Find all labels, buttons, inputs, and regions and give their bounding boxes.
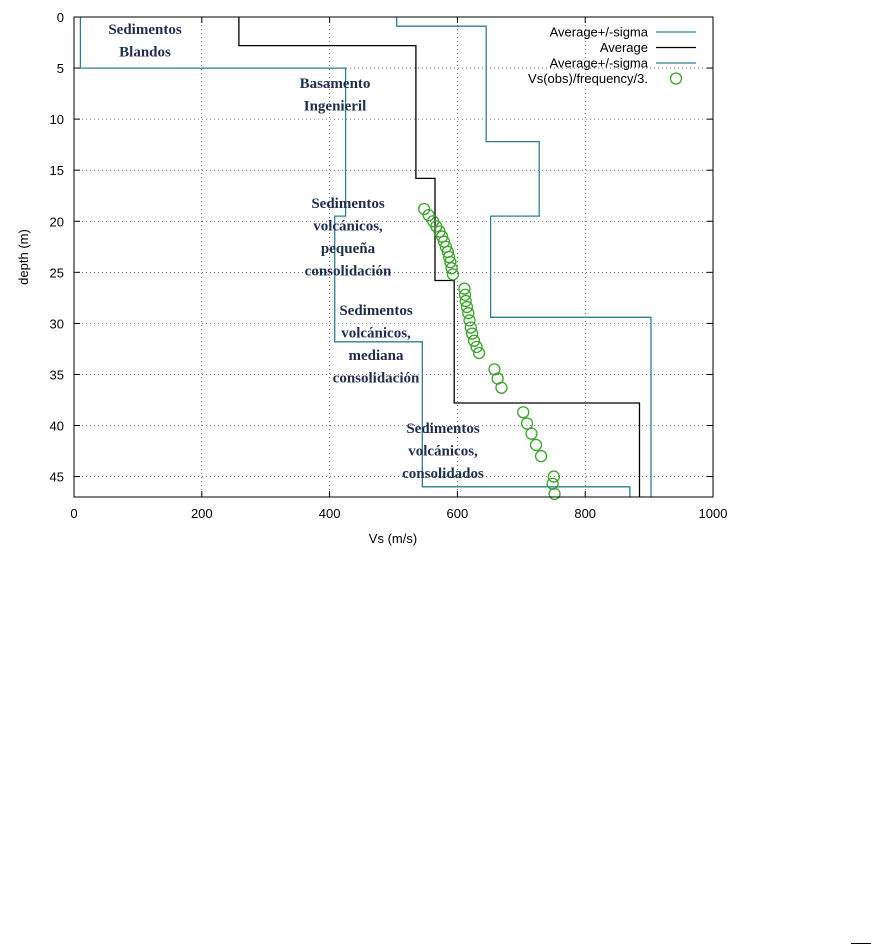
x-axis-title: Vs (m/s)	[369, 531, 417, 546]
annotation-line: Sedimentos	[108, 22, 182, 38]
y-tick-label: 35	[50, 367, 64, 382]
obs-point	[446, 268, 460, 281]
x-tick-label: 1000	[699, 506, 728, 521]
series-layer	[79, 17, 652, 501]
page-corner-mark	[851, 943, 871, 944]
obs-point	[495, 381, 508, 394]
annotation-line: mediana	[348, 348, 404, 364]
annotation-line: Sedimentos	[406, 421, 480, 437]
y-axis-title: depth (m)	[16, 229, 31, 285]
obs-point	[422, 208, 435, 222]
y-tick-label: 5	[57, 61, 64, 76]
y-tick-label: 0	[57, 10, 64, 25]
obs-point	[534, 449, 548, 463]
annotation-2: Basamento Ingenieril	[300, 76, 371, 115]
y-tick-label: 40	[50, 419, 64, 434]
obs-point	[470, 340, 483, 354]
annotation-line: pequeña	[321, 241, 376, 257]
obs-point	[418, 202, 431, 216]
y-tick-label: 15	[50, 163, 64, 178]
legend-label: Vs(obs)/frequency/3.	[528, 71, 648, 86]
obs-point	[460, 300, 474, 314]
obs-point	[525, 427, 538, 440]
annotation-line: Sedimentos	[339, 303, 413, 319]
obs-point	[464, 321, 477, 334]
annotation-line: Ingenieril	[304, 99, 367, 115]
obs-point	[520, 417, 534, 430]
annotations: Sedimentos Blandos Basamento Ingenieril Sedi…	[108, 22, 484, 482]
x-tick-label: 400	[319, 506, 341, 521]
obs-point	[548, 487, 561, 501]
obs-point	[529, 438, 543, 452]
y-tick-label: 20	[50, 214, 64, 229]
annotation-5: Sedimentos volcánicos, consolidados	[402, 421, 484, 482]
y-tick-label: 25	[50, 265, 64, 280]
legend-label: Average+/-sigma	[550, 56, 649, 71]
y-tick-label: 30	[50, 316, 64, 331]
series-line-3	[396, 17, 652, 497]
x-tick-label: 600	[447, 506, 469, 521]
annotation-line: Sedimentos	[311, 196, 385, 212]
series-line-1	[79, 17, 631, 497]
obs-point	[444, 255, 457, 269]
axis-ticks: 0 200 400 600 800 1000 0 5 10 15 20 25 30 35 40 45	[50, 10, 728, 521]
annotation-1: Sedimentos Blandos	[108, 22, 182, 61]
annotation-line: volcánicos,	[341, 326, 411, 342]
obs-point	[463, 314, 476, 327]
x-tick-label: 800	[574, 506, 596, 521]
obs-point	[546, 477, 559, 490]
x-tick-label: 200	[191, 506, 213, 521]
annotation-3: Sedimentos volcánicos, pequeña consolidació…	[305, 196, 392, 280]
annotation-line: Blandos	[119, 45, 171, 61]
annotation-line: consolidados	[402, 466, 484, 482]
grid-lines	[74, 17, 713, 497]
obs-point	[467, 334, 481, 347]
annotation-line: consolidación	[333, 371, 420, 387]
legend-swatch-circle	[669, 72, 683, 85]
obs-point	[472, 346, 486, 360]
y-tick-label: 45	[50, 470, 64, 485]
legend: Average+/-sigmaAverageAverage+/-sigmaVs(…	[528, 25, 696, 86]
legend-label: Average+/-sigma	[550, 25, 649, 40]
annotation-line: Basamento	[300, 76, 371, 92]
obs-point	[465, 327, 479, 340]
obs-point	[458, 288, 472, 301]
obs-point	[459, 294, 472, 308]
plot-frame	[73, 16, 714, 498]
obs-point	[517, 406, 530, 419]
obs-point	[458, 282, 471, 295]
obs-point	[442, 250, 456, 264]
obs-point	[462, 307, 475, 320]
legend-label: Average	[600, 40, 648, 55]
annotation-line: consolidación	[305, 264, 392, 280]
annotation-line: volcánicos,	[408, 444, 478, 460]
annotation-line: volcánicos,	[313, 219, 383, 235]
obs-point	[445, 262, 458, 275]
annotation-4: Sedimentos volcánicos, mediana consolidació…	[333, 303, 420, 387]
x-tick-label: 0	[70, 506, 77, 521]
obs-point	[547, 470, 561, 483]
y-tick-label: 10	[50, 112, 64, 127]
